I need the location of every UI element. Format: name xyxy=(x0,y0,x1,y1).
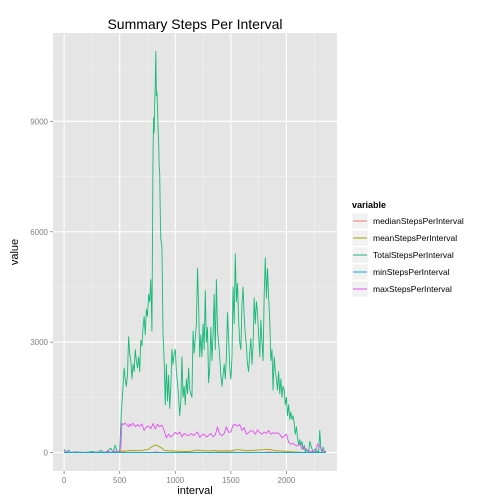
y-tick-label: 3000 xyxy=(30,338,48,347)
legend-title: variable xyxy=(352,200,386,210)
legend-label: minStepsPerInterval xyxy=(373,267,450,277)
x-tick-label: 1500 xyxy=(222,476,240,485)
legend: variable medianStepsPerInterval meanSteps… xyxy=(351,200,464,298)
series-line-maxStepsPerInterval xyxy=(64,422,326,454)
legend-label: medianStepsPerInterval xyxy=(373,216,464,226)
x-tick-label: 500 xyxy=(113,476,127,485)
minor-gridlines xyxy=(53,33,337,471)
y-axis-ticks: 0 3000 6000 9000 xyxy=(30,117,53,458)
x-axis-title: interval xyxy=(177,485,212,497)
legend-label: maxStepsPerInterval xyxy=(373,284,452,294)
series-line-meanStepsPerInterval xyxy=(64,444,326,454)
x-axis-ticks: 0 500 1000 1500 2000 xyxy=(62,471,296,485)
y-tick-label: 0 xyxy=(44,449,49,458)
legend-items: medianStepsPerInterval meanStepsPerInterv… xyxy=(351,212,464,298)
y-axis-title: value xyxy=(9,239,21,265)
x-tick-label: 1000 xyxy=(166,476,184,485)
x-tick-label: 2000 xyxy=(278,476,296,485)
y-tick-label: 9000 xyxy=(30,117,48,126)
legend-label: meanStepsPerInterval xyxy=(373,233,457,243)
series-lines xyxy=(63,50,327,454)
chart-title: Summary Steps Per Interval xyxy=(107,16,282,32)
legend-label: TotalStepsPerInterval xyxy=(373,250,454,260)
y-tick-label: 6000 xyxy=(30,228,48,237)
plot-panel xyxy=(53,33,337,471)
x-tick-label: 0 xyxy=(62,476,67,485)
series-line-TotalStepsPerInterval xyxy=(63,50,327,454)
